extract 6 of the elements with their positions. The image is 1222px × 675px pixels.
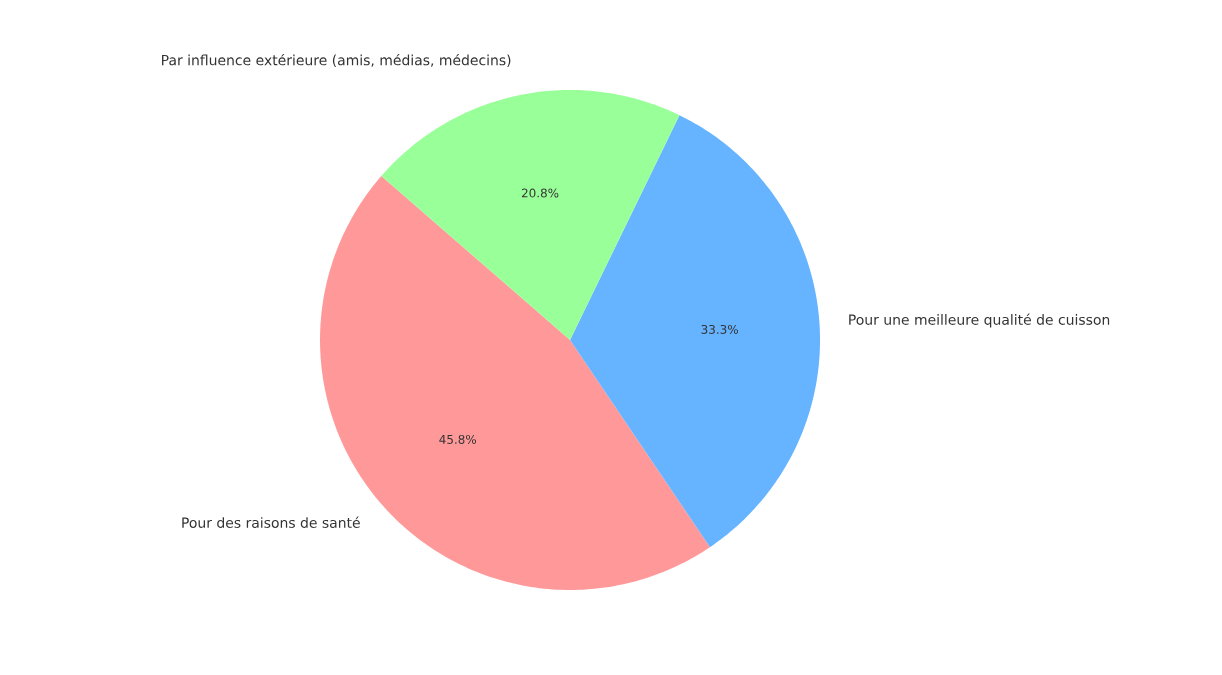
slice-label: Par influence extérieure (amis, médias, médecins) xyxy=(162,54,511,67)
data-label: 20.8% xyxy=(521,188,559,198)
slice-label: Pour une meilleure qualité de cuisson xyxy=(849,313,1110,328)
data-label: 45.8% xyxy=(439,434,477,444)
slice-label: Pour des raisons de santé xyxy=(182,516,360,528)
data-label: 33.3% xyxy=(701,324,738,334)
